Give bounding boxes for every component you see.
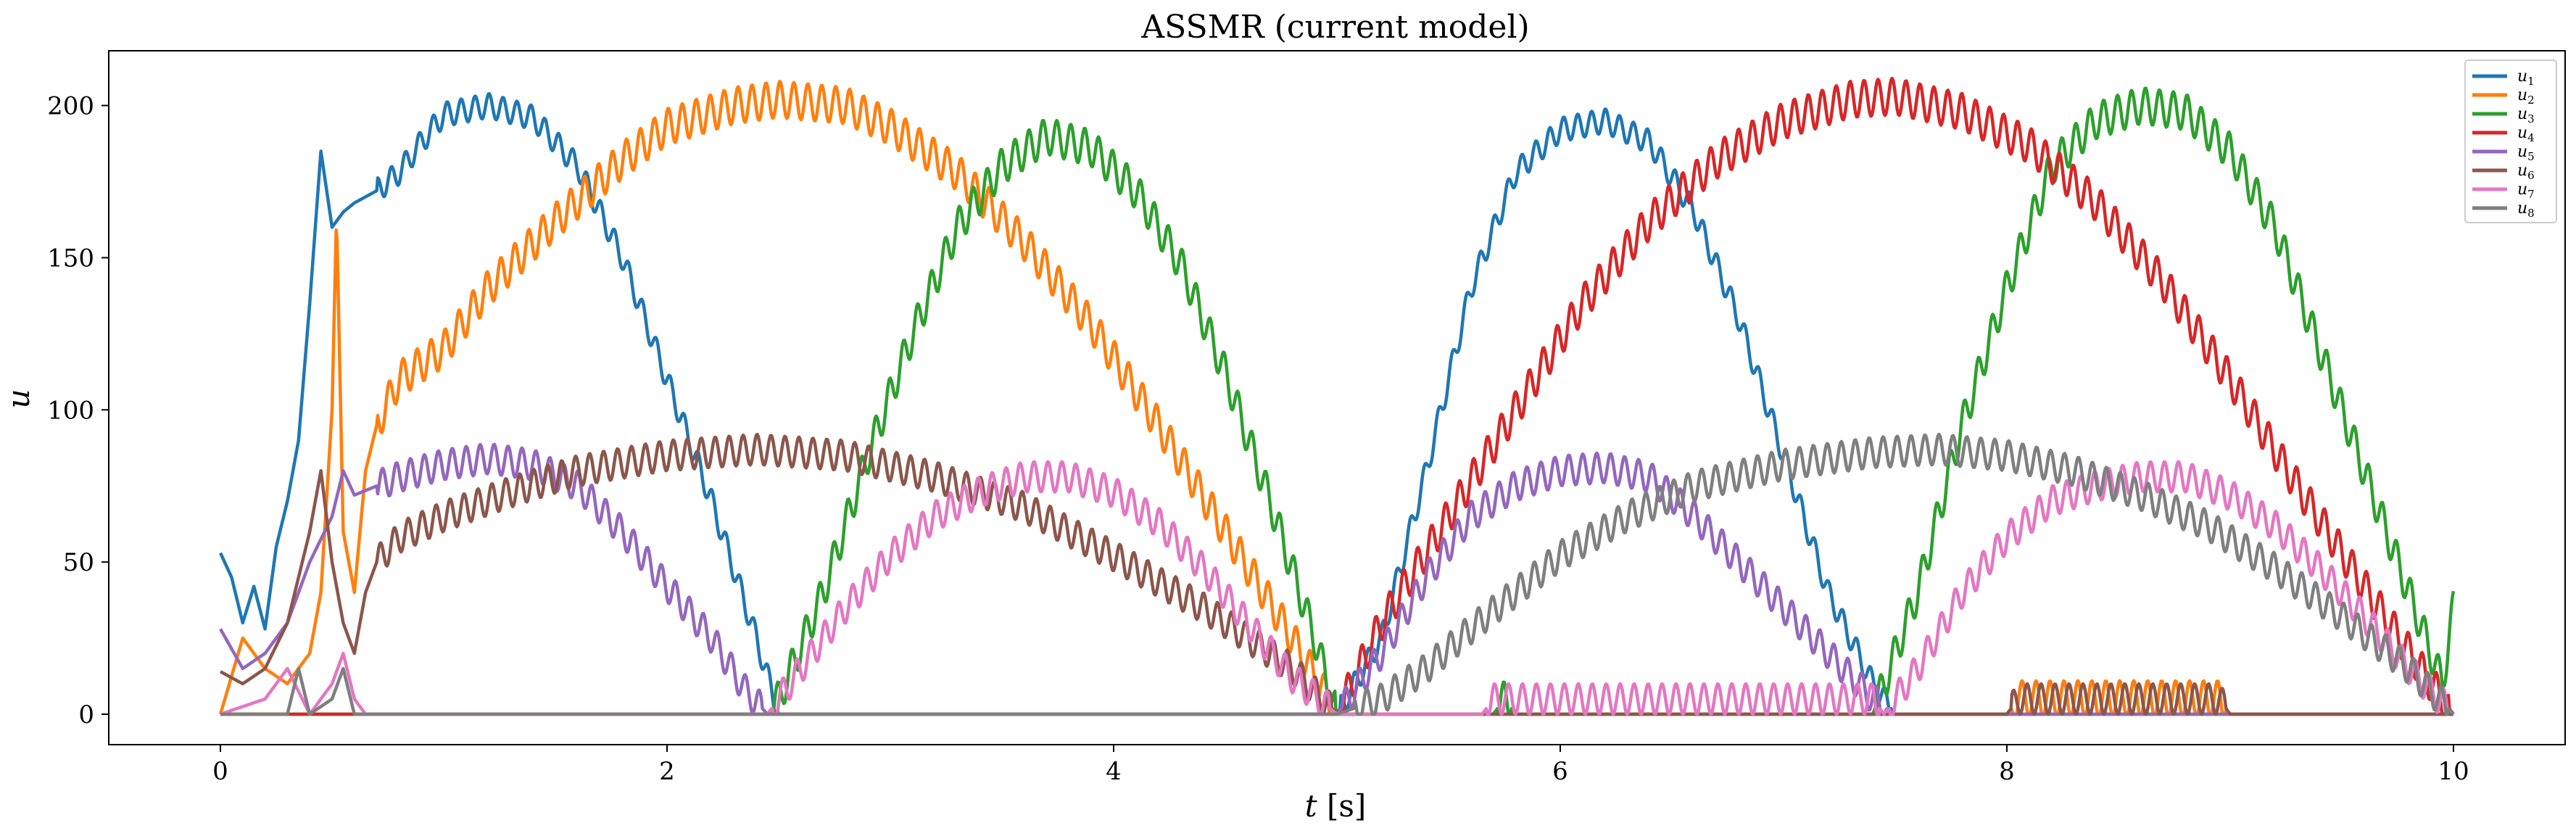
x-axis-ticks: 0 2 4 6 8 10 bbox=[212, 745, 2469, 786]
legend-label: u1 bbox=[2517, 67, 2535, 88]
y-tick-label: 100 bbox=[47, 396, 94, 425]
x-tick-label: 4 bbox=[1106, 757, 1122, 786]
y-tick-label: 150 bbox=[47, 244, 94, 273]
series-line-u8 bbox=[220, 432, 2455, 716]
legend-label: u4 bbox=[2517, 124, 2535, 144]
x-tick-label: 2 bbox=[659, 757, 675, 786]
y-axis-ticks: 0 50 100 150 200 bbox=[47, 92, 109, 729]
legend-label: u3 bbox=[2517, 105, 2535, 125]
legend-box bbox=[2464, 59, 2557, 223]
chart-title: ASSMR (current model) bbox=[1140, 9, 1529, 46]
plot-area bbox=[108, 50, 2566, 745]
legend-label: u8 bbox=[2517, 199, 2535, 220]
series-lines bbox=[218, 76, 2456, 716]
x-tick-label: 6 bbox=[1552, 757, 1568, 786]
y-tick-label: 0 bbox=[78, 700, 94, 729]
x-tick-label: 0 bbox=[212, 757, 228, 786]
series-line-u4 bbox=[220, 76, 2455, 716]
y-tick-label: 200 bbox=[47, 92, 94, 121]
series-line-u1 bbox=[218, 92, 2454, 716]
legend-label: u7 bbox=[2517, 181, 2535, 201]
legend-label: u2 bbox=[2517, 86, 2535, 107]
y-axis-label: u bbox=[1, 389, 36, 408]
series-line-u2 bbox=[218, 80, 2454, 716]
legend-label: u5 bbox=[2517, 143, 2535, 163]
legend-label: u6 bbox=[2517, 162, 2535, 182]
series-line-u3 bbox=[220, 86, 2456, 716]
x-tick-label: 8 bbox=[1999, 757, 2015, 786]
x-axis-label: t [s] bbox=[1305, 788, 1367, 824]
x-tick-label: 10 bbox=[2438, 757, 2469, 786]
axes-frame bbox=[108, 50, 2566, 745]
y-tick-label: 50 bbox=[63, 548, 94, 577]
series-line-u7 bbox=[220, 460, 2455, 716]
